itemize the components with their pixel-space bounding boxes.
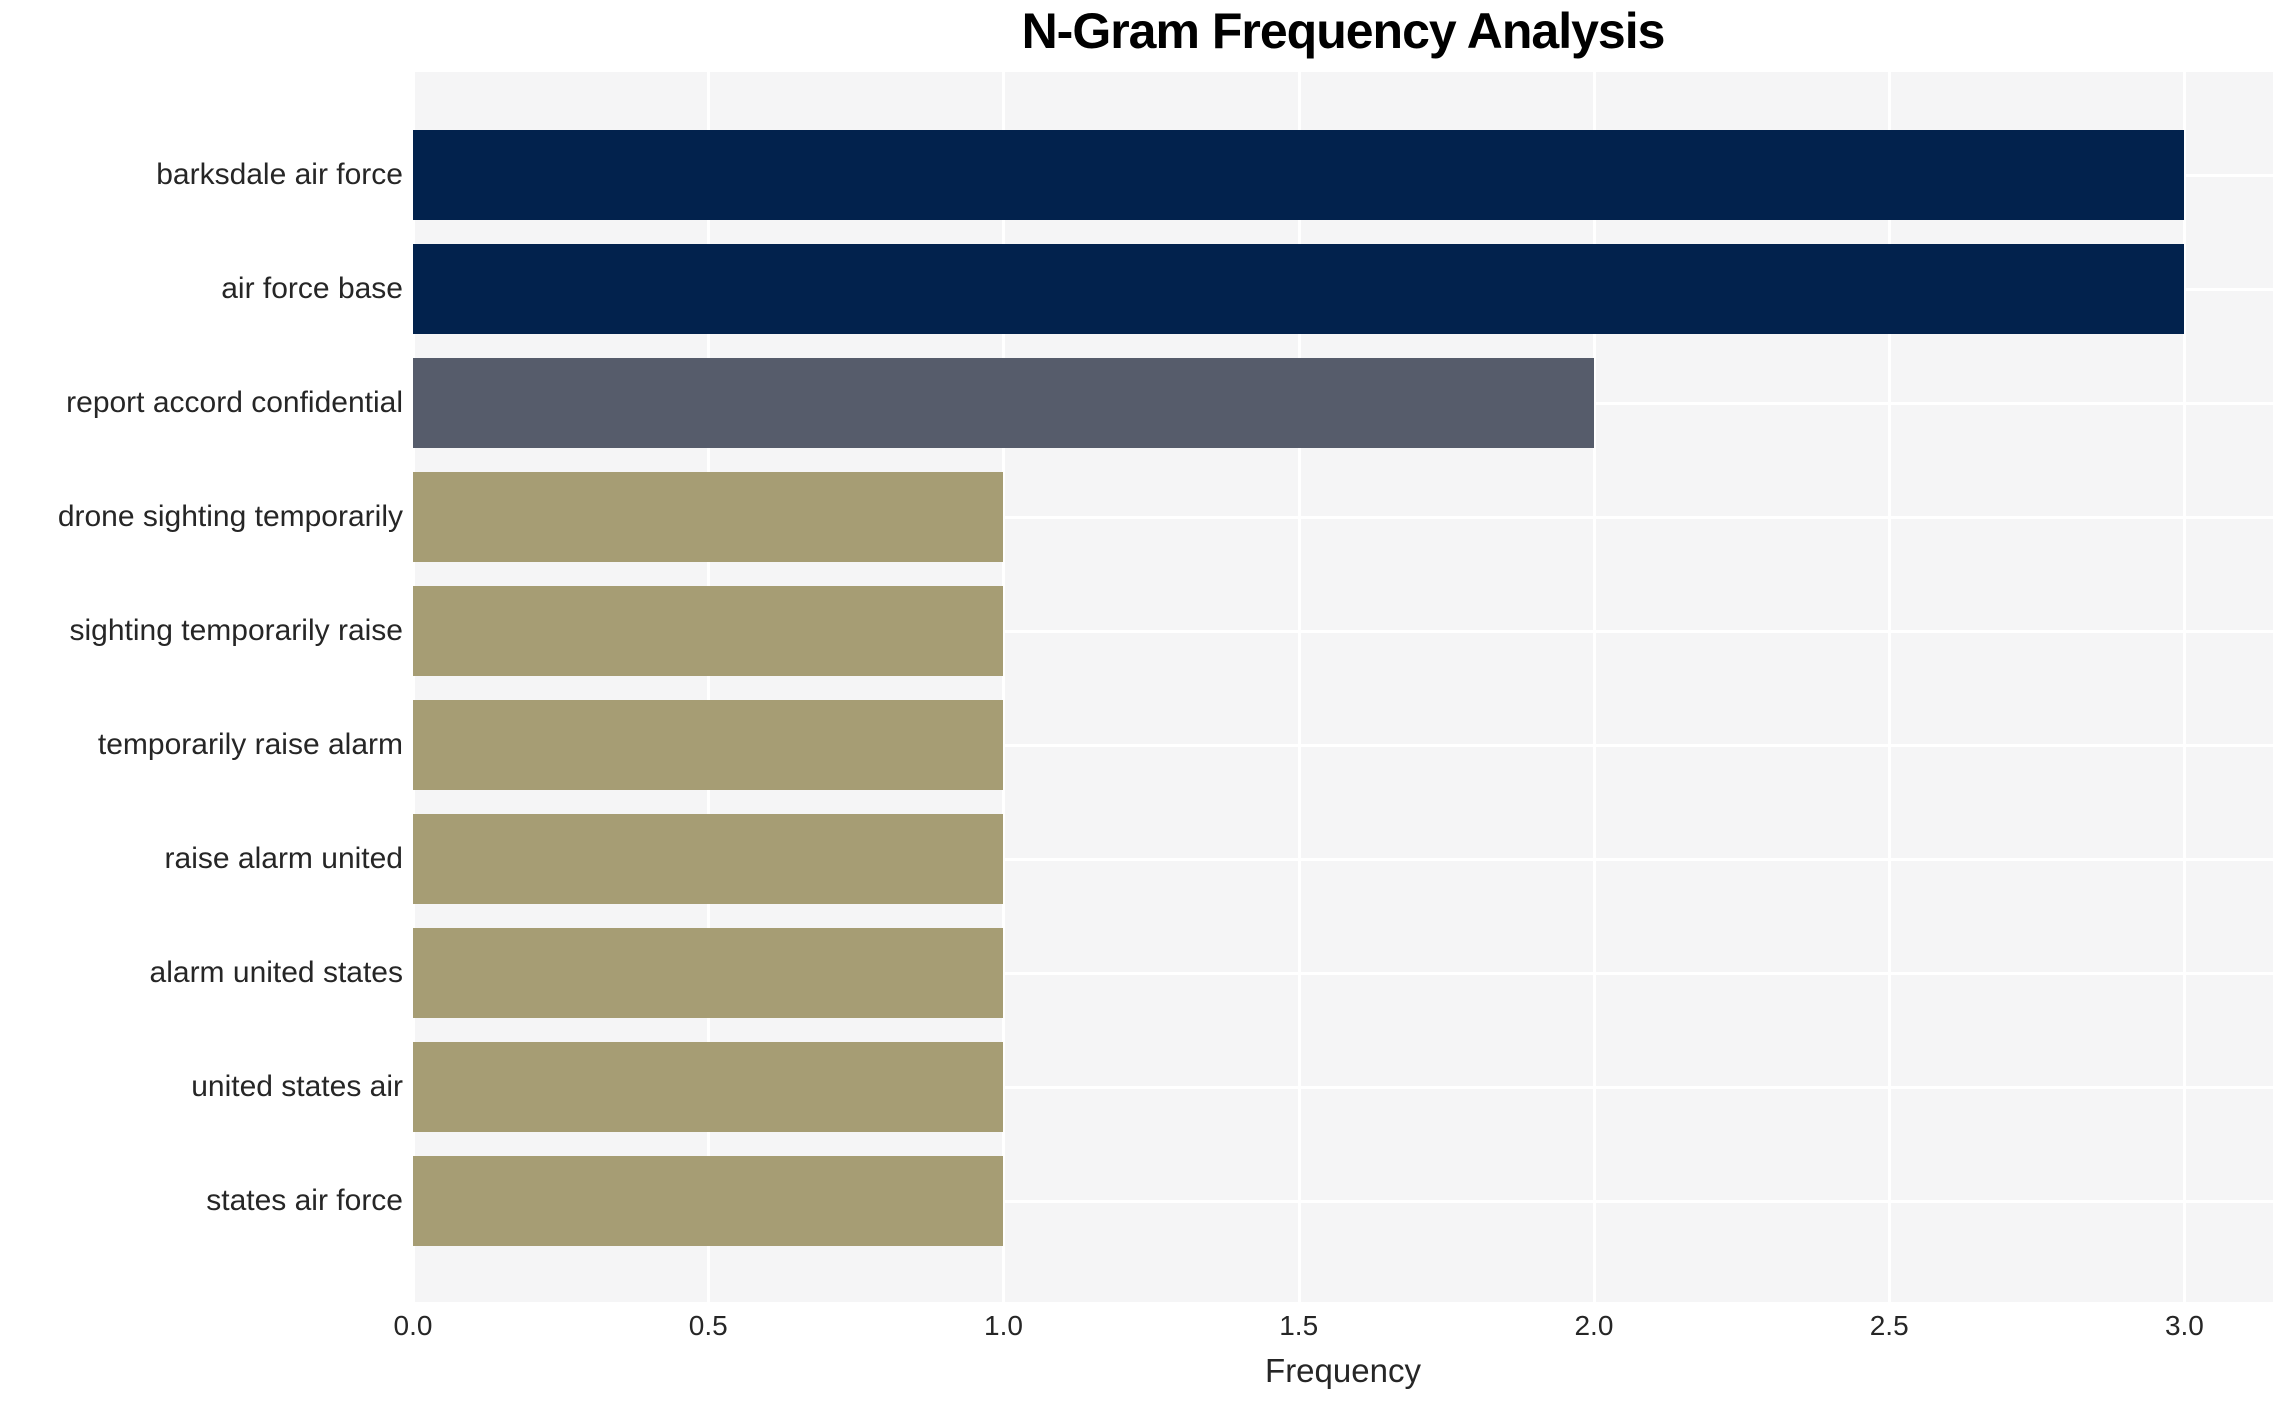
bar [413, 244, 2185, 334]
gridline-horizontal [413, 972, 2273, 975]
x-tick-label: 3.0 [2164, 1310, 2204, 1341]
x-tick-label: 2.0 [1574, 1310, 1614, 1341]
gridline-horizontal [413, 630, 2273, 633]
bar-track [413, 574, 2273, 688]
gridline-horizontal [413, 744, 2273, 747]
category-label: report accord confidential [66, 386, 403, 419]
category-label: temporarily raise alarm [97, 728, 403, 761]
bar [413, 928, 1004, 1018]
bar-row: barksdale air force [0, 118, 2273, 232]
x-tick-label: 2.5 [1869, 1310, 1909, 1341]
x-axis-label: Frequency [1265, 1352, 1421, 1389]
bar [413, 358, 1594, 448]
bar-row: sighting temporarily raise [0, 574, 2273, 688]
bar-row: air force base [0, 232, 2273, 346]
chart-title: N-Gram Frequency Analysis [1021, 3, 1666, 59]
bar [413, 472, 1004, 562]
gridline-vertical [412, 72, 415, 1302]
gridline-vertical [2183, 72, 2187, 1302]
category-label: barksdale air force [156, 158, 403, 191]
bar-row: report accord confidential [0, 346, 2273, 460]
bar-rows-container: barksdale air force air force base report … [0, 118, 2273, 1258]
bar [413, 130, 2185, 220]
category-label: drone sighting temporarily [57, 500, 403, 533]
bar-track [413, 346, 2273, 460]
bar-row: drone sighting temporarily [0, 460, 2273, 574]
gridline-vertical [1592, 72, 1596, 1302]
bar [413, 700, 1004, 790]
category-label: states air force [206, 1184, 403, 1217]
x-tick-label: 0.0 [393, 1310, 433, 1341]
bar-track [413, 916, 2273, 1030]
gridline-horizontal [413, 1200, 2273, 1203]
gridline-horizontal [413, 1086, 2273, 1089]
bar-track [413, 118, 2273, 232]
category-label: sighting temporarily raise [69, 614, 403, 647]
x-tick-label: 1.5 [1279, 1310, 1319, 1341]
category-label: alarm united states [149, 956, 403, 989]
x-axis-ticks: 0.0 0.5 1.0 1.5 2.0 2.5 3.0 [394, 1310, 2273, 1348]
x-tick-label: 0.5 [688, 1310, 728, 1341]
gridline-vertical [1888, 72, 1892, 1302]
gridline-horizontal [413, 516, 2273, 519]
bar-track [413, 1030, 2273, 1144]
bar [413, 1156, 1004, 1246]
bar [413, 1042, 1004, 1132]
gridline-vertical [707, 72, 711, 1302]
bar [413, 814, 1004, 904]
bar-row: states air force [0, 1144, 2273, 1258]
bar [413, 586, 1004, 676]
bar-track [413, 1144, 2273, 1258]
bar-track [413, 802, 2273, 916]
bar-row: temporarily raise alarm [0, 688, 2273, 802]
x-tick-label: 1.0 [984, 1310, 1023, 1341]
category-label: air force base [221, 272, 403, 305]
gridline-vertical [1297, 72, 1301, 1302]
bar-row: united states air [0, 1030, 2273, 1144]
bar-track [413, 460, 2273, 574]
bar-row: alarm united states [0, 916, 2273, 1030]
category-label: raise alarm united [164, 842, 403, 875]
gridline-horizontal [413, 858, 2273, 861]
bar-track [413, 688, 2273, 802]
bar-track [413, 232, 2273, 346]
bar-row: raise alarm united [0, 802, 2273, 916]
category-label: united states air [191, 1070, 403, 1103]
gridline-vertical [1002, 72, 1006, 1302]
